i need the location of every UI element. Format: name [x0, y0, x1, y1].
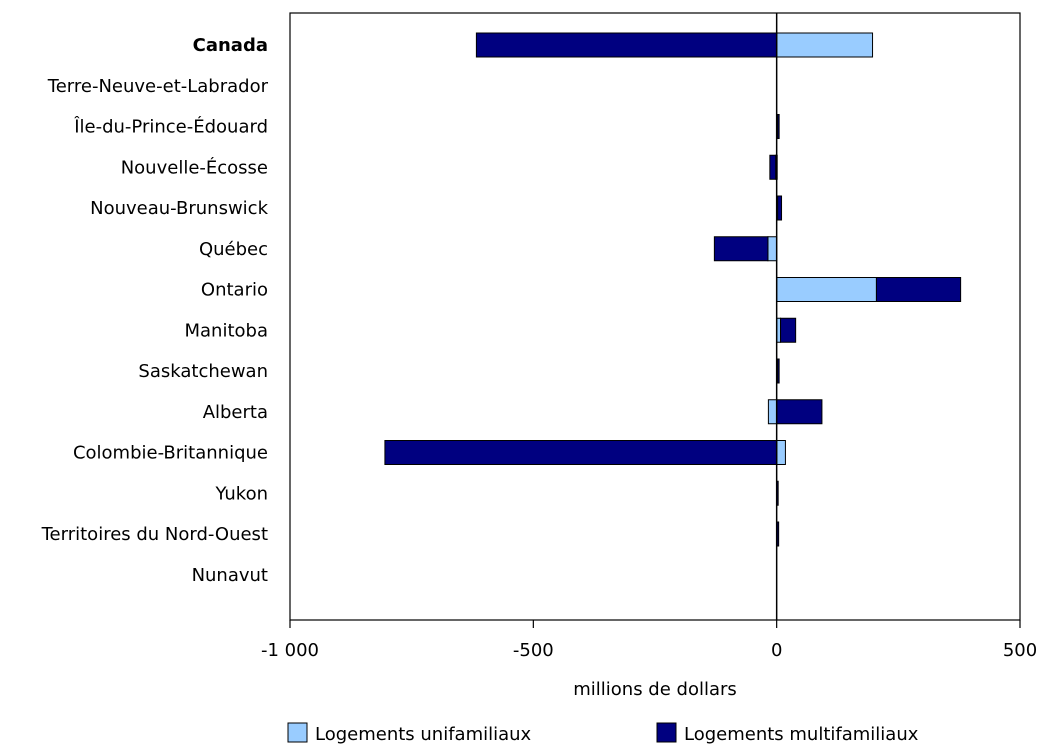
category-label: Nouveau-Brunswick — [90, 198, 268, 219]
legend-swatch — [287, 722, 308, 743]
category-label: Ontario — [201, 280, 268, 301]
legend-label: Logements unifamiliaux — [315, 724, 532, 744]
x-tick-label: -500 — [513, 640, 554, 661]
legend-label: Logements multifamiliaux — [684, 724, 919, 744]
category-label: Territoires du Nord-Ouest — [41, 524, 268, 545]
category-label: Terre-Neuve-et-Labrador — [47, 76, 269, 97]
x-tick-label: -1 000 — [261, 640, 319, 661]
legend-swatch — [656, 722, 677, 743]
category-label: Alberta — [203, 402, 268, 423]
category-label: Canada — [193, 35, 268, 56]
plot-frame — [289, 12, 1021, 621]
category-label: Nunavut — [192, 565, 268, 586]
bar-multifamiliaux — [777, 195, 783, 221]
bar-multifamiliaux — [780, 317, 797, 343]
bar-unifamiliaux — [776, 277, 877, 302]
bar-multifamiliaux — [713, 236, 769, 262]
bar-multifamiliaux — [776, 399, 823, 425]
category-label: Colombie-Britannique — [73, 443, 268, 464]
bar-multifamiliaux — [777, 114, 780, 139]
category-label: Manitoba — [185, 320, 269, 341]
category-label: Nouvelle-Écosse — [121, 156, 268, 178]
category-label: Québec — [199, 239, 268, 260]
bar-unifamiliaux — [776, 32, 874, 58]
bar-unifamiliaux — [776, 440, 786, 465]
bar-multifamiliaux — [475, 32, 778, 58]
bar-unifamiliaux — [767, 399, 778, 425]
bar-multifamiliaux — [384, 440, 778, 465]
x-axis-title: millions de dollars — [573, 679, 737, 700]
x-tick-label: 0 — [771, 640, 782, 661]
bar-multifamiliaux — [777, 358, 780, 384]
category-label: Saskatchewan — [138, 361, 268, 382]
bar-multifamiliaux — [769, 154, 777, 180]
x-tick-label: 500 — [1003, 640, 1037, 661]
category-label: Yukon — [214, 483, 268, 504]
bar-multifamiliaux — [875, 277, 962, 302]
category-label: Île-du-Prince-Édouard — [73, 116, 268, 138]
bar-unifamiliaux — [767, 236, 778, 262]
